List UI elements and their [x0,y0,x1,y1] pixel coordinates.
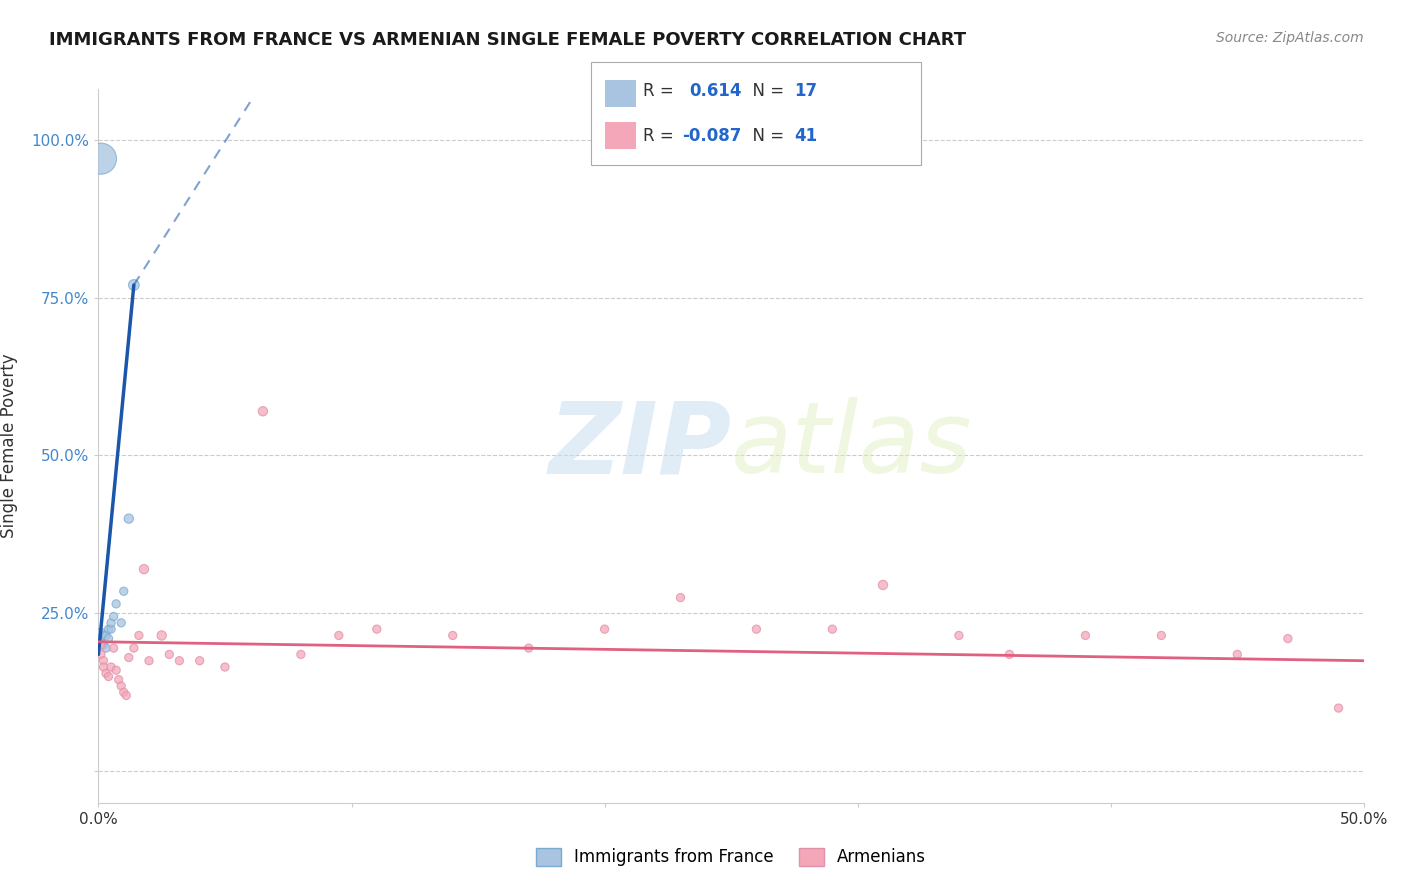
Text: 17: 17 [794,82,817,100]
Point [107,673,129,687]
Point [115,689,138,703]
Point [94,666,117,681]
Point [100,622,122,636]
Point [1277,632,1299,646]
Y-axis label: Single Female Poverty: Single Female Poverty [0,354,17,538]
Point [112,685,135,699]
Text: 0.614: 0.614 [689,82,741,100]
Point [112,584,135,599]
Point [94,628,117,642]
Point [103,609,125,624]
Point [97,632,120,646]
Point [157,648,180,662]
Point [132,562,155,576]
Point [821,622,844,636]
Point [94,641,117,656]
Point [998,648,1021,662]
Point [100,615,122,630]
Point [1074,628,1097,642]
Point [100,660,122,674]
Point [103,641,125,656]
Text: N =: N = [742,82,790,100]
Point [90,632,112,646]
Point [169,654,191,668]
Point [110,679,132,693]
Text: -0.087: -0.087 [682,127,741,145]
Point [1327,701,1350,715]
Point [93,638,115,652]
Point [97,622,120,636]
Point [122,641,145,656]
Point [517,641,540,656]
Point [669,591,692,605]
Point [872,578,894,592]
Point [214,660,236,674]
Point [745,622,768,636]
Point [105,597,128,611]
Text: R =: R = [643,127,679,145]
Point [290,648,312,662]
Text: atlas: atlas [731,398,973,494]
Point [366,622,388,636]
Text: ZIP: ZIP [548,398,731,494]
Point [948,628,970,642]
Text: 41: 41 [794,127,817,145]
Point [128,628,150,642]
Point [90,638,112,652]
Point [188,654,211,668]
Point [118,650,141,665]
Text: IMMIGRANTS FROM FRANCE VS ARMENIAN SINGLE FEMALE POVERTY CORRELATION CHART: IMMIGRANTS FROM FRANCE VS ARMENIAN SINGL… [49,31,966,49]
Point [1226,648,1249,662]
Text: R =: R = [643,82,683,100]
Legend: Immigrants from France, Armenians: Immigrants from France, Armenians [529,841,934,873]
Point [138,654,160,668]
Point [105,663,128,677]
Point [252,404,274,418]
Point [97,669,120,683]
Point [90,648,112,662]
Point [441,628,464,642]
Text: N =: N = [742,127,790,145]
Point [1150,628,1173,642]
Point [110,615,132,630]
Point [118,511,141,525]
Point [150,628,173,642]
Point [122,277,145,292]
Point [93,654,115,668]
Point [593,622,616,636]
Point [328,628,350,642]
Text: Source: ZipAtlas.com: Source: ZipAtlas.com [1216,31,1364,45]
Point [93,628,115,642]
Point [93,660,115,674]
Point [90,152,112,166]
Point [90,625,112,640]
